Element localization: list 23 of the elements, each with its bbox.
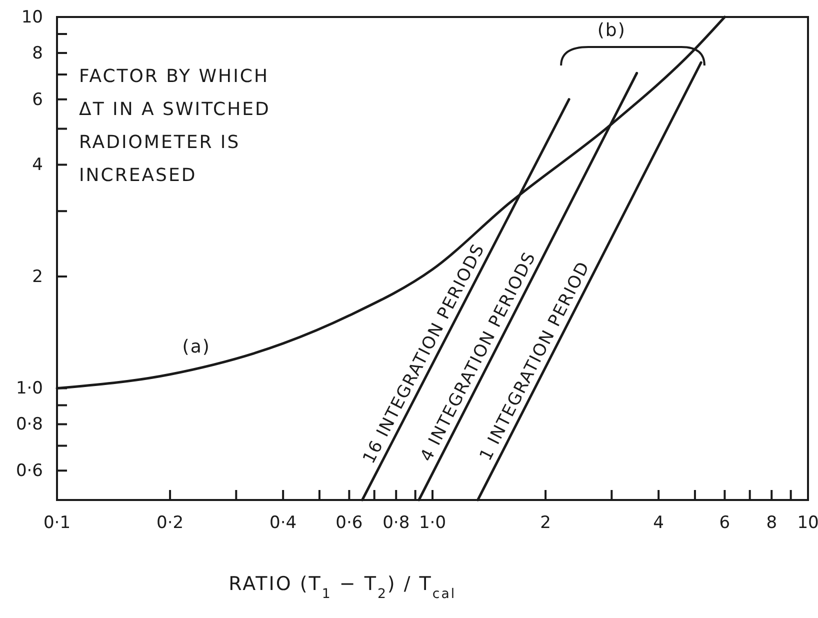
y-tick-label: 1·0 [16, 378, 43, 399]
x-tick-label: 10 [797, 513, 818, 534]
x-tick-label: 0·1 [43, 513, 71, 534]
x-tick-label: 0·4 [270, 513, 297, 534]
annotation: (b) [597, 20, 626, 41]
x-tick-label: 2 [540, 513, 551, 534]
y-tick-label: 2 [32, 266, 43, 287]
x-tick-label: 1·0 [418, 513, 446, 534]
y-tick-label: 0·6 [16, 461, 43, 482]
y-tick-label: 0·8 [16, 414, 43, 435]
y-tick-label: 10 [21, 7, 43, 28]
x-tick-label: 6 [719, 513, 730, 534]
y-tick-label: 8 [32, 43, 43, 64]
x-tick-label: 0·6 [336, 513, 363, 534]
y-tick-label: 4 [32, 155, 43, 176]
y-tick-label: 6 [32, 90, 43, 110]
x-tick-label: 0·2 [156, 513, 184, 534]
annotation: (a) [182, 336, 210, 358]
x-axis-title: RATIO (T$_{1}$ − T$_{2}$) / T$_{cal}$ [228, 573, 456, 602]
y-axis-title: FACTOR BY WHICH ΔT IN A SWITCHED RADIOMETER IS INCREASED [79, 66, 270, 186]
x-tick-label: 4 [653, 513, 664, 534]
x-tick-label: 0·8 [382, 513, 410, 534]
x-tick-label: 8 [766, 513, 778, 534]
